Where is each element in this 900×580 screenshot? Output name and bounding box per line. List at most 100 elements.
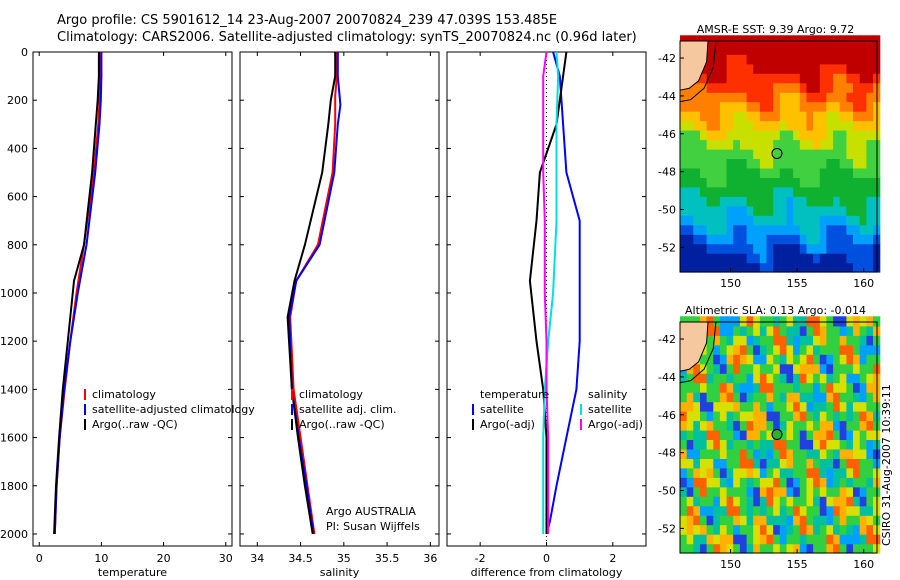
map-cell	[680, 420, 688, 431]
map-cell	[839, 205, 847, 216]
map-cell	[686, 373, 694, 384]
map-cell	[839, 186, 847, 197]
map-cell	[739, 373, 748, 384]
map-cell	[713, 524, 721, 535]
map-cell	[759, 139, 768, 150]
map-cell	[733, 63, 741, 74]
map-cell	[693, 111, 701, 122]
map-cell	[680, 253, 688, 264]
y-tick-label: 1000	[0, 287, 28, 300]
map-cell	[706, 253, 714, 264]
map-cell	[813, 392, 821, 403]
map-cell	[859, 344, 867, 355]
map-cell	[819, 401, 828, 412]
map-cell	[846, 63, 854, 74]
map-cell	[680, 35, 688, 46]
map-cell	[833, 505, 841, 516]
map-cell	[746, 177, 754, 188]
map-cell	[846, 316, 854, 327]
map-cell	[859, 205, 867, 216]
map-cell	[779, 44, 788, 55]
map-cell	[846, 167, 854, 178]
map-cell	[686, 111, 694, 122]
map-cell	[866, 54, 874, 65]
map-cell	[866, 401, 874, 412]
map-cell	[773, 344, 781, 355]
map-cell	[839, 363, 847, 374]
map-cell	[866, 35, 874, 46]
map-cell	[719, 63, 728, 74]
map-cell	[853, 177, 861, 188]
map-cell	[826, 325, 834, 336]
map-cell	[746, 120, 754, 131]
map-cell	[806, 224, 814, 235]
map-cell	[733, 101, 741, 112]
annotation-text: PI: Susan Wijffels	[326, 520, 420, 533]
map-cell	[866, 392, 874, 403]
map-cell	[813, 253, 821, 264]
map-cell	[846, 382, 854, 393]
map-cell	[700, 111, 708, 122]
map-cell	[786, 477, 794, 488]
map-cell	[766, 186, 774, 197]
map-cell	[833, 335, 841, 346]
map-cell	[819, 411, 828, 422]
map-cell	[753, 63, 761, 74]
map-cell	[713, 401, 721, 412]
map-cell	[713, 325, 721, 336]
map-cell	[779, 515, 788, 526]
map-cell	[753, 363, 761, 374]
map-cell	[793, 354, 801, 365]
y-tick-label: -48	[658, 447, 676, 460]
map-cell	[866, 354, 874, 365]
map-cell	[680, 401, 688, 412]
map-cell	[819, 215, 828, 226]
map-cell	[733, 316, 741, 327]
map-cell	[733, 139, 741, 150]
map-cell	[706, 515, 714, 526]
map-cell	[806, 262, 814, 273]
map-cell	[793, 92, 801, 103]
map-cell	[739, 458, 748, 469]
map-cell	[686, 196, 694, 207]
x-axis-label: salinity	[320, 566, 360, 579]
map-cell	[706, 420, 714, 431]
map-cell	[693, 373, 701, 384]
map-cell	[759, 234, 768, 245]
map-cell	[766, 253, 774, 264]
map-cell	[686, 524, 694, 535]
map-cell	[826, 243, 834, 254]
map-cell	[773, 35, 781, 46]
map-cell	[733, 401, 741, 412]
map-cell	[746, 186, 754, 197]
map-cell	[859, 186, 867, 197]
map-cell	[853, 420, 861, 431]
map-cell	[700, 224, 708, 235]
x-tick-label: 34	[250, 552, 264, 565]
map-cell	[686, 458, 694, 469]
map-cell	[839, 534, 847, 545]
map-cell	[713, 54, 721, 65]
map-cell	[779, 458, 788, 469]
map-cell	[733, 120, 741, 131]
map-cell	[759, 196, 768, 207]
map-cell	[833, 253, 841, 264]
map-cell	[839, 35, 847, 46]
map-cell	[759, 63, 768, 74]
map-cell	[739, 243, 748, 254]
map-cell	[726, 148, 734, 159]
map-cell	[819, 354, 828, 365]
map-cell	[859, 354, 867, 365]
map-cell	[779, 420, 788, 431]
map-cell	[866, 505, 874, 516]
map-cell	[853, 325, 861, 336]
map-cell	[779, 205, 788, 216]
map-cell	[753, 448, 761, 459]
y-tick-label: 200	[7, 94, 28, 107]
map-cell	[859, 54, 867, 65]
map-cell	[793, 73, 801, 84]
map-cell	[833, 439, 841, 450]
map-cell	[719, 534, 728, 545]
map-cell	[680, 505, 688, 516]
map-cell	[719, 253, 728, 264]
